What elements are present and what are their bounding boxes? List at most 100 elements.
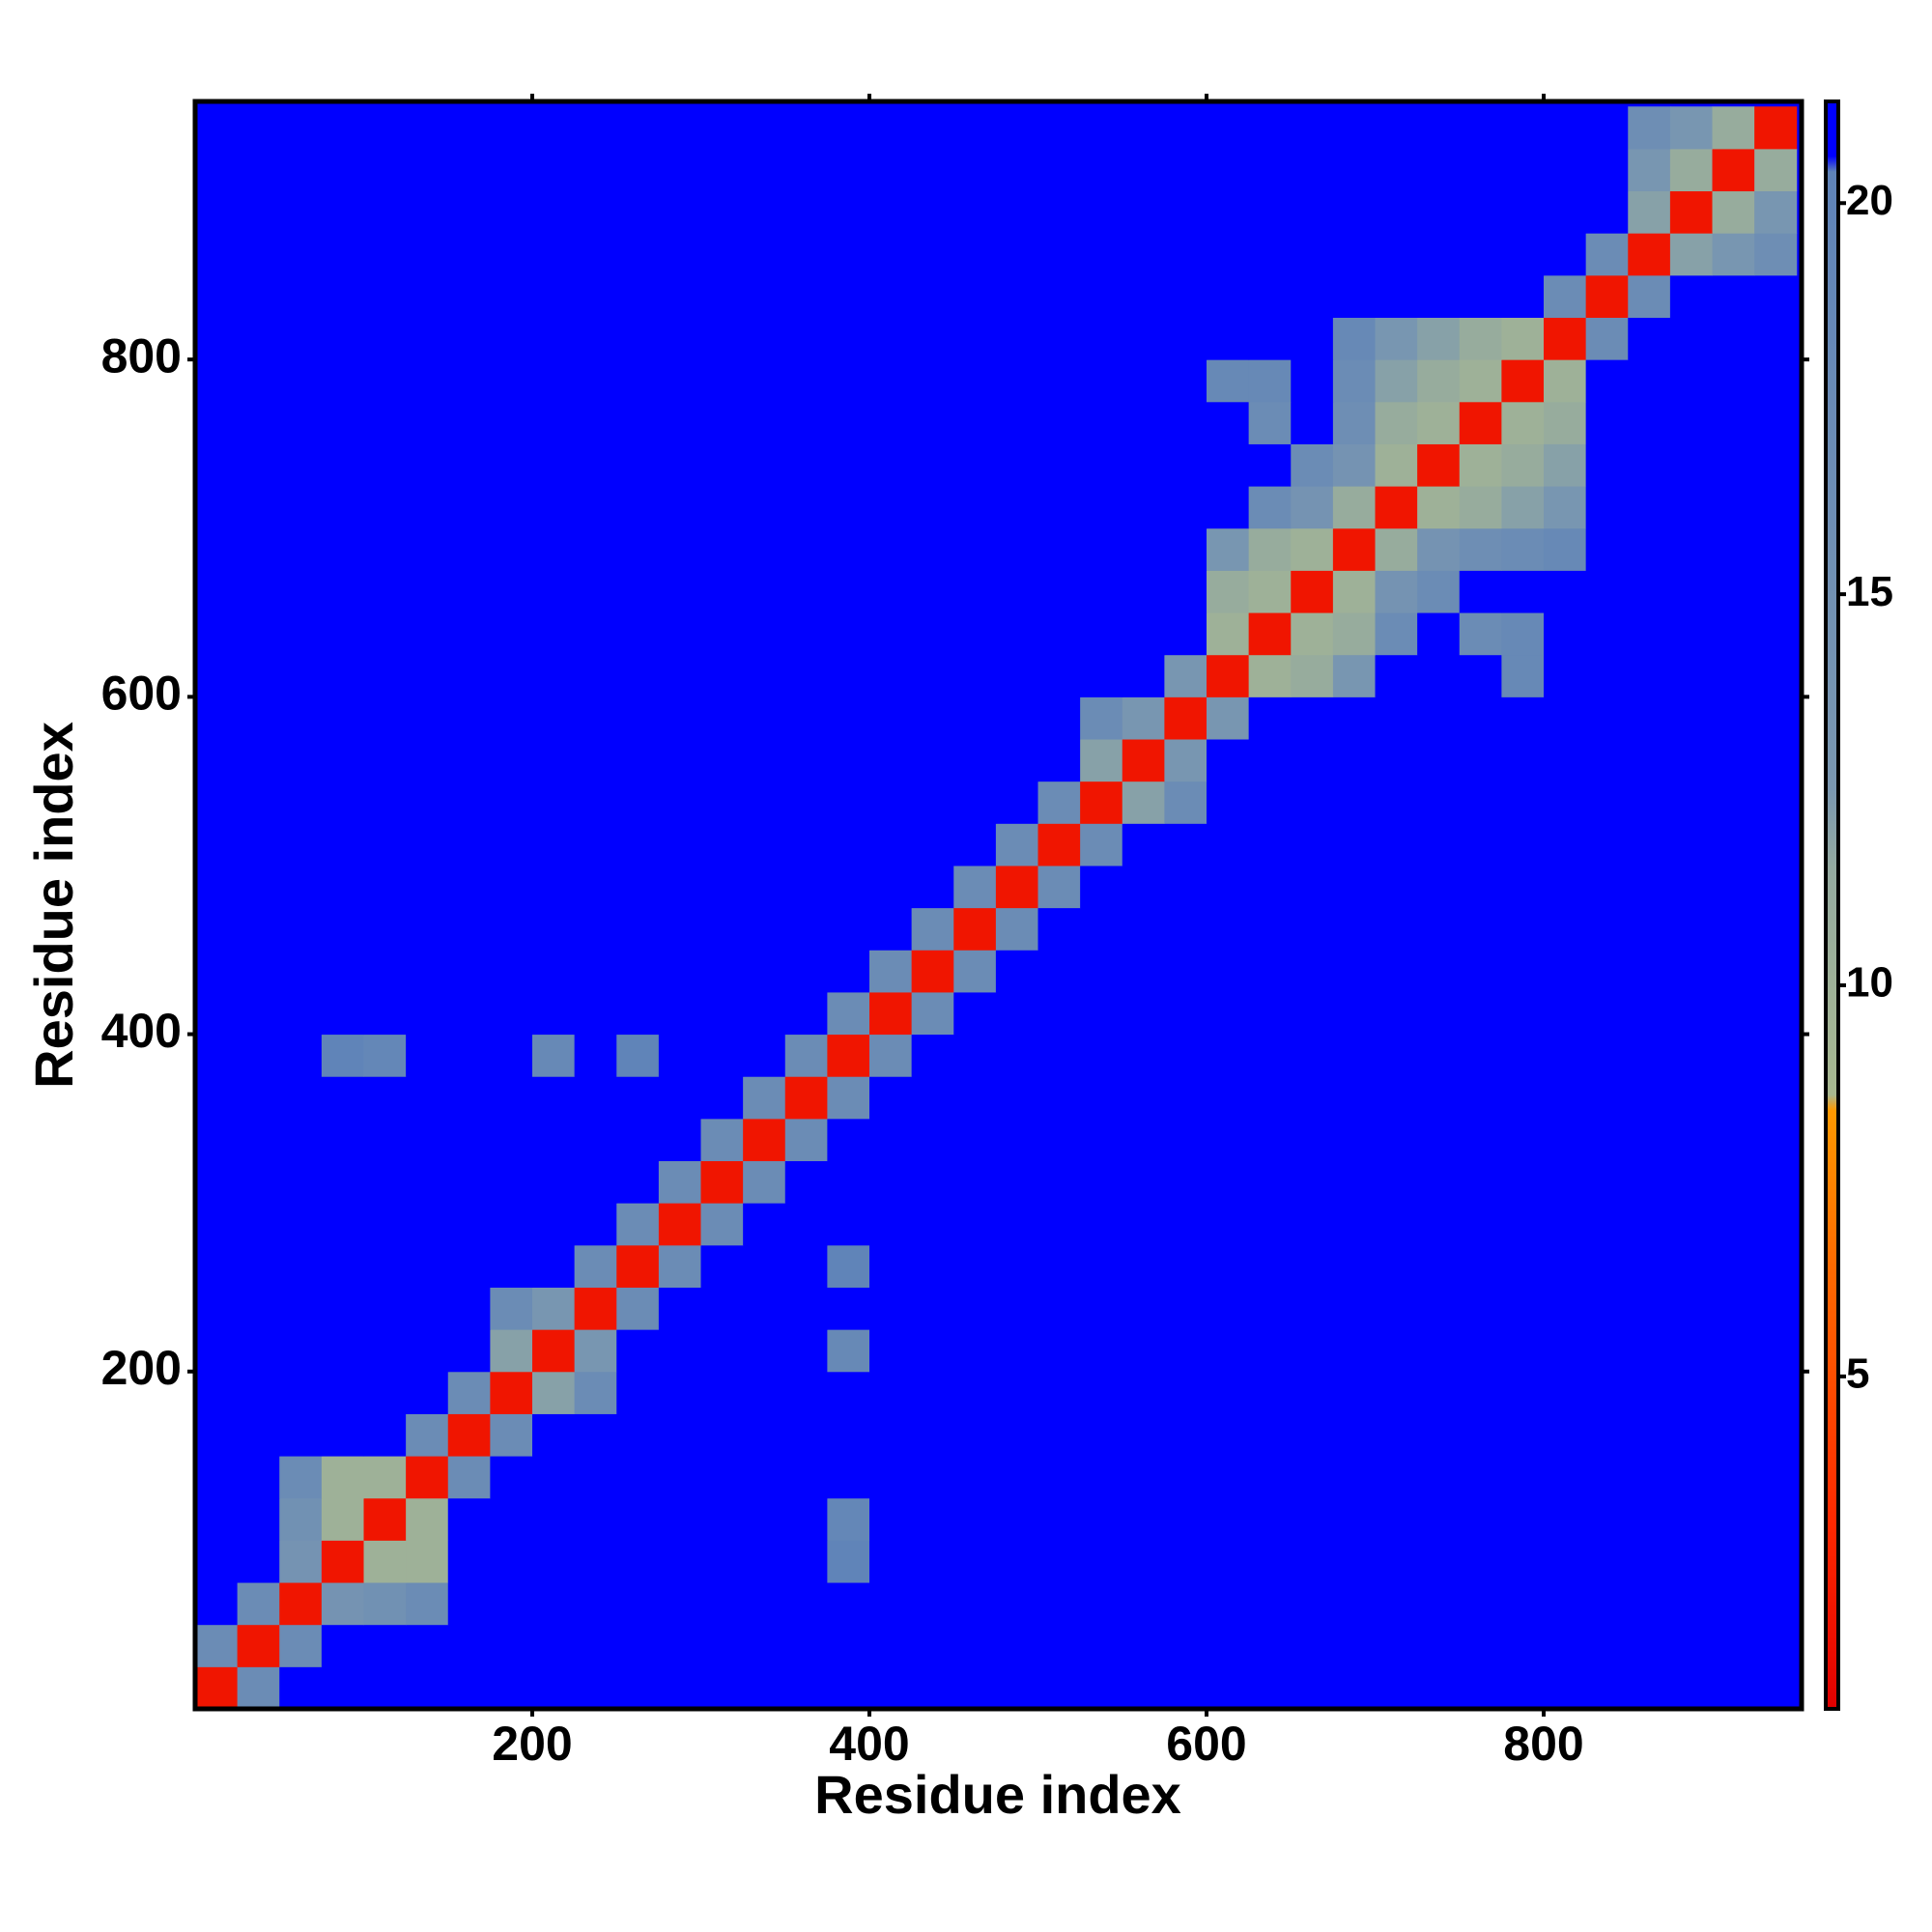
heat-cell [1712, 1076, 1755, 1120]
heat-cell [1501, 106, 1545, 150]
heat-cell [363, 148, 407, 192]
heat-cell [1585, 1413, 1629, 1457]
heat-cell [869, 443, 913, 487]
heat-cell [490, 950, 533, 993]
heat-cell [1248, 612, 1292, 656]
heat-cell [363, 1287, 407, 1330]
heat-cell [1417, 1540, 1461, 1583]
heat-cell [1417, 654, 1461, 697]
heat-cell [1501, 1456, 1545, 1499]
heat-cell [1248, 1497, 1292, 1541]
heat-cell [784, 527, 828, 571]
heat-cell [1628, 274, 1671, 318]
heat-cell [1754, 1329, 1798, 1373]
heat-cell [1207, 1076, 1250, 1120]
heat-cell [1291, 654, 1334, 697]
heat-cell [1669, 1244, 1714, 1288]
heat-cell [574, 1624, 617, 1667]
heat-cell [1332, 907, 1377, 951]
heat-cell [1585, 991, 1629, 1036]
heat-cell [406, 1160, 449, 1204]
heat-cell [658, 907, 702, 951]
heat-cell [1501, 1666, 1545, 1710]
heat-cell [827, 1034, 870, 1077]
heat-cell [616, 907, 660, 951]
heat-cell [363, 991, 407, 1036]
heat-cell [1754, 1203, 1798, 1246]
heat-cell [532, 1244, 576, 1288]
heat-cell [1164, 317, 1208, 360]
heat-cell [574, 991, 617, 1036]
heat-cell [1628, 1371, 1671, 1414]
heat-cell [321, 274, 365, 318]
heat-cell [1417, 401, 1461, 444]
heat-cell [743, 401, 786, 444]
heat-cell [1375, 781, 1418, 824]
heat-cell [237, 1076, 280, 1120]
heat-cell [784, 823, 828, 867]
heat-cell [321, 612, 365, 656]
heat-cell [1080, 233, 1123, 276]
heat-cell [911, 781, 954, 824]
heat-cell [1207, 654, 1250, 697]
heat-cell [1459, 359, 1502, 403]
heat-cell [869, 527, 913, 571]
heat-cell [995, 739, 1039, 782]
heat-cell [1164, 233, 1208, 276]
heat-cell [1207, 401, 1250, 444]
heat-cell [700, 190, 744, 234]
heat-cell [827, 443, 870, 487]
y-tick-label: 600 [101, 667, 182, 721]
heat-cell [1544, 1244, 1587, 1288]
heat-cell [911, 1118, 954, 1162]
heat-cell [1375, 1497, 1418, 1541]
heat-cell [700, 1540, 744, 1583]
heat-cell [1712, 190, 1755, 234]
heat-cell [1417, 612, 1461, 656]
heat-cell [1417, 148, 1461, 192]
heat-cell [616, 317, 660, 360]
heat-cell [616, 401, 660, 444]
heat-cell [1248, 865, 1292, 909]
heat-cell [1754, 907, 1798, 951]
heat-cell [1122, 1624, 1165, 1667]
heat-cell [1037, 486, 1081, 529]
heat-cell [953, 1118, 997, 1162]
heat-cell [532, 612, 576, 656]
heat-cell [237, 1456, 280, 1499]
heat-cell [1501, 1540, 1545, 1583]
heat-cell [1122, 1118, 1165, 1162]
heat-cell [1501, 527, 1545, 571]
heat-cell [911, 739, 954, 782]
heat-cell [743, 317, 786, 360]
heat-cell [447, 781, 491, 824]
heat-cell [1375, 1203, 1418, 1246]
heat-cell [1375, 1287, 1418, 1330]
heat-cell [1417, 233, 1461, 276]
heat-cell [658, 1076, 702, 1120]
heat-cell [1037, 907, 1081, 951]
colorbar-tick-label: 20 [1846, 177, 1893, 224]
heat-cell [363, 1371, 407, 1414]
heat-cell [279, 1329, 323, 1373]
heat-cell [237, 1203, 280, 1246]
heat-cell [574, 1034, 617, 1077]
heat-cell [1501, 233, 1545, 276]
heat-cell [784, 1666, 828, 1710]
heat-cell [700, 486, 744, 529]
heat-cell [574, 1118, 617, 1162]
heat-cell [1291, 1582, 1334, 1626]
heat-cell [321, 1160, 365, 1204]
heat-cell [1754, 950, 1798, 993]
heat-cell [953, 190, 997, 234]
heat-cell [1037, 1666, 1081, 1710]
heat-cell [1291, 443, 1334, 487]
heat-cell [953, 1497, 997, 1541]
heat-cell [700, 1287, 744, 1330]
heat-cell [1375, 570, 1418, 613]
heat-cell [532, 274, 576, 318]
heat-cell [490, 1413, 533, 1457]
heat-cell [995, 907, 1039, 951]
heat-cell [279, 570, 323, 613]
heat-cell [1754, 1497, 1798, 1541]
